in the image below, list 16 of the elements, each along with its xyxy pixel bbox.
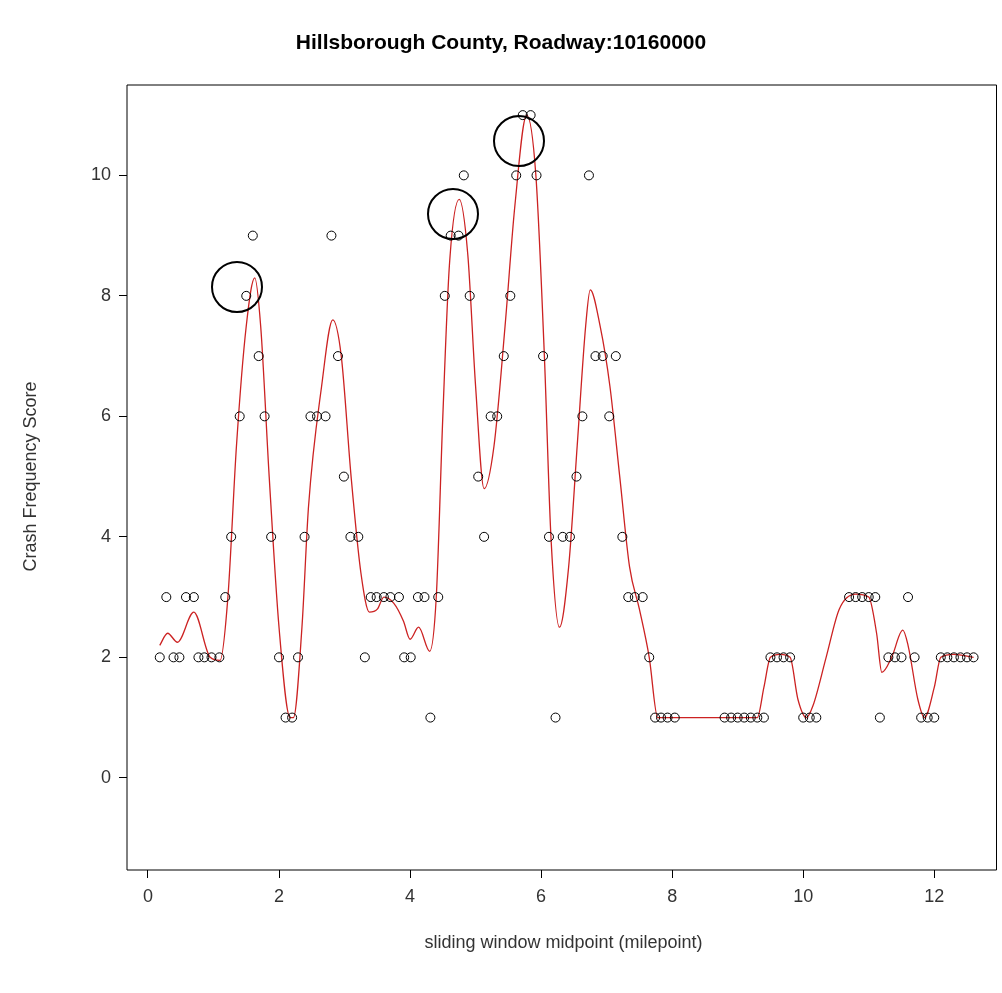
y-tick-label: 0 [100,766,111,787]
x-tick-label: 12 [924,885,945,906]
y-tick-label: 4 [100,525,111,546]
x-tick-label: 8 [667,885,678,906]
y-axis-title: Crash Frequency Score [19,380,41,574]
x-tick-label: 4 [405,885,416,906]
x-tick-label: 2 [274,885,285,906]
x-tick-label: 6 [536,885,547,906]
y-tick-label: 10 [90,164,111,185]
x-tick-label: 10 [793,885,814,906]
x-axis-title: sliding window midpoint (milepoint) [423,932,704,953]
chart-title: Hillsborough County, Roadway:10160000 [294,30,708,54]
x-tick-label: 0 [142,885,153,906]
y-tick-label: 6 [100,405,111,426]
y-tick-label: 8 [100,284,111,305]
y-tick-label: 2 [100,646,111,667]
